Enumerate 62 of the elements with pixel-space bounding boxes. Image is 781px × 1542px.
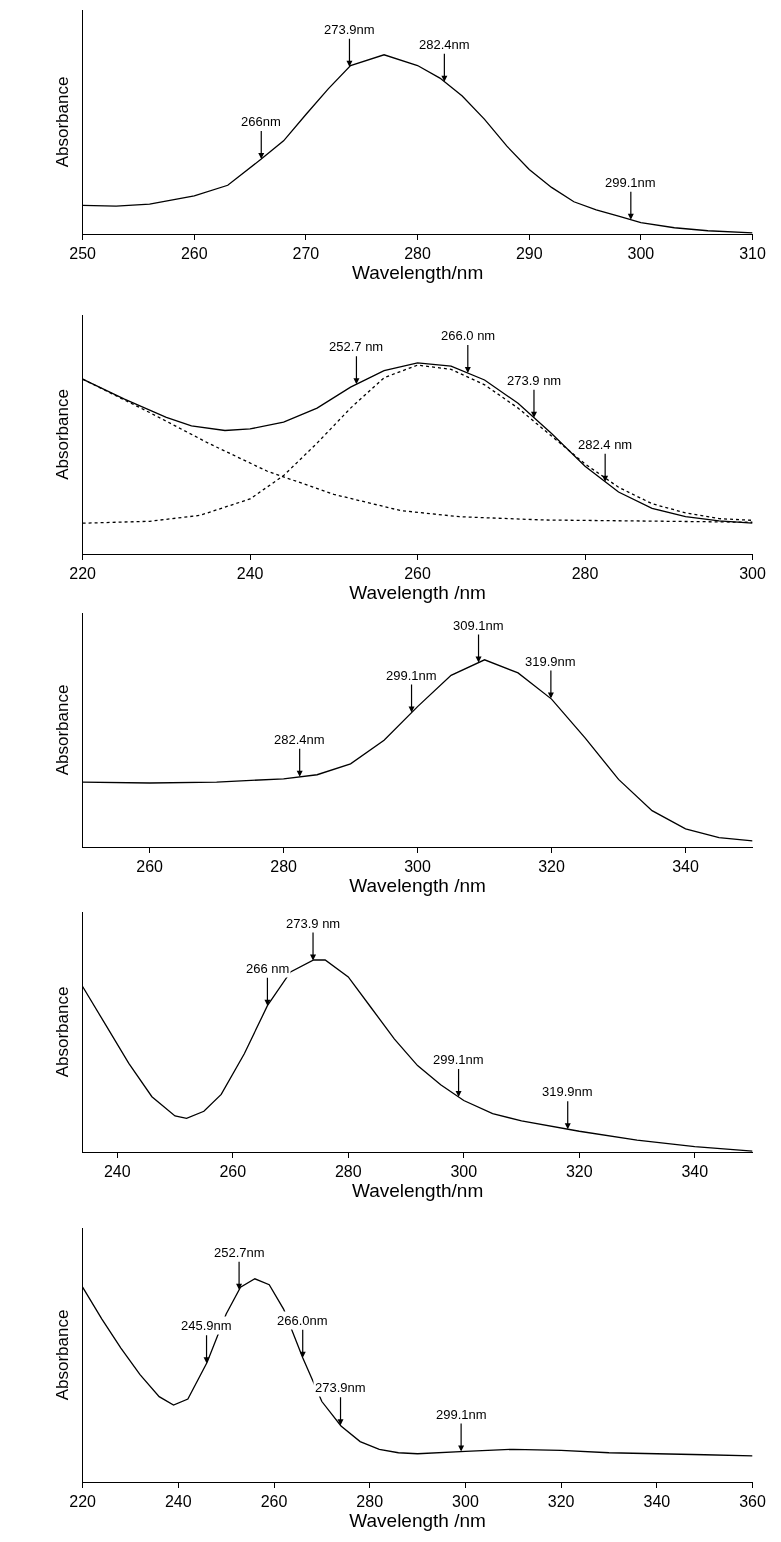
x-tick-label: 340 [643, 1493, 671, 1511]
annotation: 252.7 nm [329, 339, 384, 354]
x-tick-label: 280 [404, 245, 432, 263]
annotation: 273.9nm [315, 1380, 366, 1395]
annotation: 282.4nm [274, 732, 325, 747]
x-tick-label: 340 [672, 858, 699, 876]
x-axis-title: Wavelength /nm [349, 582, 486, 604]
annotation: 309.1nm [453, 618, 504, 633]
annotation: 299.1nm [605, 175, 656, 190]
x-tick-label: 280 [571, 565, 599, 583]
x-tick-label: 240 [164, 1493, 192, 1511]
annotation: 299.1nm [433, 1052, 484, 1067]
x-axis-title: Wavelength /nm [349, 875, 486, 897]
annotation: 319.9nm [542, 1084, 593, 1099]
annotation: 273.9 nm [507, 373, 562, 388]
x-tick-label: 270 [292, 245, 320, 263]
y-axis-title: Absorbance [53, 684, 73, 776]
y-axis-title: Absorbance [53, 986, 73, 1078]
annotation: 266.0 nm [441, 328, 496, 343]
x-tick-label: 300 [739, 565, 766, 583]
annotation: 319.9nm [525, 654, 576, 669]
x-tick-label: 300 [627, 245, 655, 263]
x-axis-title: Wavelength/nm [351, 1180, 484, 1202]
x-tick-label: 260 [219, 1163, 247, 1181]
annotation: 282.4nm [419, 37, 470, 52]
x-tick-label: 290 [515, 245, 543, 263]
annotation: 273.9 nm [286, 916, 341, 931]
x-tick-label: 300 [404, 858, 432, 876]
x-tick-label: 320 [538, 858, 565, 876]
x-tick-label: 360 [739, 1493, 766, 1511]
annotation: 252.7nm [214, 1245, 265, 1260]
y-axis-title: Absorbance [53, 389, 73, 480]
x-tick-label: 260 [180, 245, 208, 263]
x-tick-label: 240 [103, 1163, 131, 1181]
annotation: 266 nm [246, 961, 290, 976]
y-axis-title: Absorbance [53, 76, 73, 168]
annotation: 245.9nm [181, 1318, 232, 1333]
x-tick-label: 320 [547, 1493, 575, 1511]
x-tick-label: 260 [136, 858, 164, 876]
annotation: 282.4 nm [578, 437, 633, 452]
annotation: 266nm [241, 114, 281, 129]
x-tick-label: 300 [450, 1163, 478, 1181]
x-axis-title: Wavelength/nm [351, 262, 484, 284]
x-tick-label: 280 [356, 1493, 384, 1511]
x-tick-label: 310 [739, 245, 766, 263]
x-axis-title: Wavelength /nm [349, 1510, 486, 1532]
x-tick-label: 320 [565, 1163, 593, 1181]
x-tick-label: 240 [236, 565, 264, 583]
x-tick-label: 280 [334, 1163, 362, 1181]
annotation: 299.1nm [386, 668, 437, 683]
x-tick-label: 280 [270, 858, 298, 876]
x-tick-label: 220 [69, 565, 97, 583]
x-tick-label: 300 [452, 1493, 479, 1511]
x-tick-label: 260 [404, 565, 432, 583]
annotation: 299.1nm [436, 1407, 487, 1422]
x-tick-label: 340 [681, 1163, 709, 1181]
annotation: 266.0nm [277, 1313, 328, 1328]
x-tick-label: 220 [69, 1493, 97, 1511]
y-axis-title: Absorbance [53, 1309, 73, 1401]
x-tick-label: 250 [69, 245, 97, 263]
annotation: 273.9nm [324, 22, 375, 37]
x-tick-label: 260 [260, 1493, 288, 1511]
